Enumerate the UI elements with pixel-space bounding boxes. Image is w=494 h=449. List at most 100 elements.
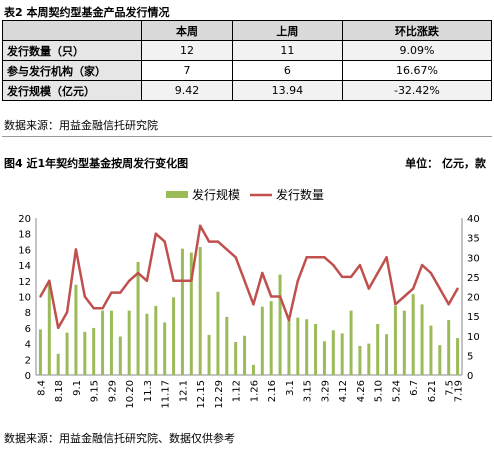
y-right-tick-label: 25 — [467, 273, 480, 284]
bar-mark — [136, 261, 140, 375]
count-point — [385, 256, 388, 259]
bar-mark — [385, 334, 389, 375]
table-row: 发行数量（只） 12 11 9.09% — [2, 40, 493, 61]
count-point — [305, 256, 308, 259]
x-tick-label: 6.21 — [427, 380, 438, 402]
bar-mark — [296, 317, 300, 375]
count-point — [110, 291, 113, 294]
bar-mark — [163, 322, 167, 375]
y-right-tick-label: 40 — [467, 214, 480, 225]
x-tick-label: 8.18 — [54, 380, 65, 402]
chart-title: 图4 近1年契约型基金按周发行变化图 — [4, 157, 189, 170]
bar-mark — [358, 345, 362, 375]
count-point — [403, 295, 406, 298]
bar-mark — [74, 284, 78, 375]
count-point — [287, 318, 291, 322]
table-header-last-week: 上周 — [231, 20, 343, 41]
count-point — [429, 271, 433, 275]
bar-mark — [118, 336, 122, 375]
bar-mark — [447, 320, 451, 375]
count-point — [340, 275, 344, 279]
bar-mark — [225, 316, 229, 375]
count-line-path — [39, 224, 459, 330]
bar-mark — [251, 364, 255, 375]
count-point — [261, 271, 264, 275]
count-point — [145, 279, 149, 282]
row-label: 参与发行机构（家） — [2, 60, 142, 81]
y-right-tick-label: 35 — [467, 234, 480, 245]
count-point — [65, 311, 69, 314]
cell-last-week: 13.94 — [231, 80, 343, 101]
bar-mark — [314, 323, 318, 375]
row-label: 发行规模（亿元） — [2, 80, 142, 101]
y-right-tick-label: 10 — [467, 332, 480, 343]
y-axis-left: 0 2 4 6 8 10 12 14 16 18 20 — [18, 214, 31, 382]
y-right-tick-label: 15 — [467, 312, 480, 323]
count-point — [92, 307, 95, 310]
count-point — [136, 271, 140, 275]
chart-grid — [35, 218, 463, 376]
count-point — [278, 295, 282, 298]
cell-last-week: 11 — [231, 40, 343, 61]
y-left-tick-label: 18 — [18, 230, 31, 241]
cell-change: -32.42% — [341, 80, 493, 101]
legend-line-label: 发行数量 — [276, 187, 324, 202]
bar-mark — [172, 297, 176, 375]
x-tick-label: 9.1 — [72, 380, 83, 396]
legend-bar-label: 发行规模 — [192, 187, 240, 202]
y-left-tick-label: 0 — [25, 371, 31, 382]
cell-change: 9.09% — [341, 40, 493, 61]
count-point — [420, 263, 424, 267]
bar-mark — [65, 332, 69, 375]
count-point — [411, 287, 415, 290]
table-row: 发行规模（亿元） 9.42 13.94 -32.42% — [2, 80, 493, 101]
count-point — [349, 275, 353, 279]
chart-unit: 单位： 亿元，款 — [405, 157, 486, 170]
bar-mark — [420, 304, 424, 375]
x-tick-label: 9.29 — [107, 380, 118, 402]
bar-mark — [109, 310, 113, 375]
cell-this-week: 9.42 — [141, 80, 233, 101]
y-axis-right: 0 5 10 15 20 25 30 35 40 — [467, 214, 480, 382]
y-left-tick-label: 10 — [18, 293, 31, 304]
bar-mark — [349, 310, 353, 375]
x-axis: 8.4 8.18 9.1 9.15 9.29 10.20 11.3 11.17 12.1 12.1… — [36, 380, 464, 409]
count-point — [234, 256, 237, 259]
cell-change: 16.67% — [341, 60, 493, 81]
x-tick-label: 4.12 — [338, 380, 349, 402]
count-point — [394, 303, 397, 306]
x-tick-label: 9.15 — [90, 380, 101, 402]
bar-mark — [376, 323, 380, 375]
bar-mark — [180, 248, 184, 375]
bar-mark — [278, 274, 282, 375]
y-right-tick-label: 20 — [467, 293, 480, 304]
divider — [2, 136, 492, 137]
y-left-tick-label: 2 — [25, 355, 31, 366]
count-point — [367, 287, 371, 290]
line-series-count — [39, 224, 459, 330]
y-left-tick-label: 14 — [18, 261, 31, 272]
count-point — [83, 295, 87, 298]
bar-series-scale — [38, 247, 460, 375]
count-point — [198, 224, 202, 228]
bar-mark — [331, 330, 335, 375]
y-left-tick-label: 4 — [25, 340, 31, 351]
x-tick-label: 8.4 — [36, 380, 47, 396]
count-point — [190, 279, 193, 282]
x-tick-label: 6.7 — [409, 380, 420, 396]
count-point — [39, 295, 42, 298]
bar-mark — [127, 310, 131, 375]
x-tick-label: 3.29 — [320, 380, 331, 402]
x-tick-label: 11.3 — [143, 380, 154, 402]
chart-source-note: 数据来源：用益金融信托研究院、数据仅供参考 — [4, 432, 235, 445]
bar-mark — [56, 353, 60, 375]
count-point — [252, 303, 255, 306]
count-point — [172, 279, 175, 282]
bar-mark — [145, 313, 149, 375]
count-point — [225, 248, 229, 251]
row-label: 发行数量（只） — [2, 40, 142, 61]
y-right-tick-label: 30 — [467, 253, 480, 264]
y-left-tick-label: 12 — [18, 277, 31, 288]
x-tick-label: 3.1 — [285, 380, 296, 396]
x-tick-label: 12.29 — [214, 380, 225, 409]
